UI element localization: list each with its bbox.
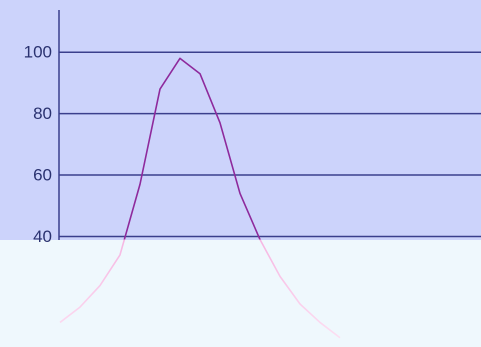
y-tick-label: 100	[24, 43, 52, 62]
y-tick-label: 40	[33, 227, 52, 246]
series	[59, 57, 341, 339]
series-line	[59, 57, 341, 339]
y-tick-label: 60	[33, 166, 52, 185]
lower-panel	[0, 240, 481, 347]
tick-labels: 40 60 80 100	[24, 43, 52, 246]
grid	[59, 51, 481, 238]
y-tick-label: 80	[33, 104, 52, 123]
